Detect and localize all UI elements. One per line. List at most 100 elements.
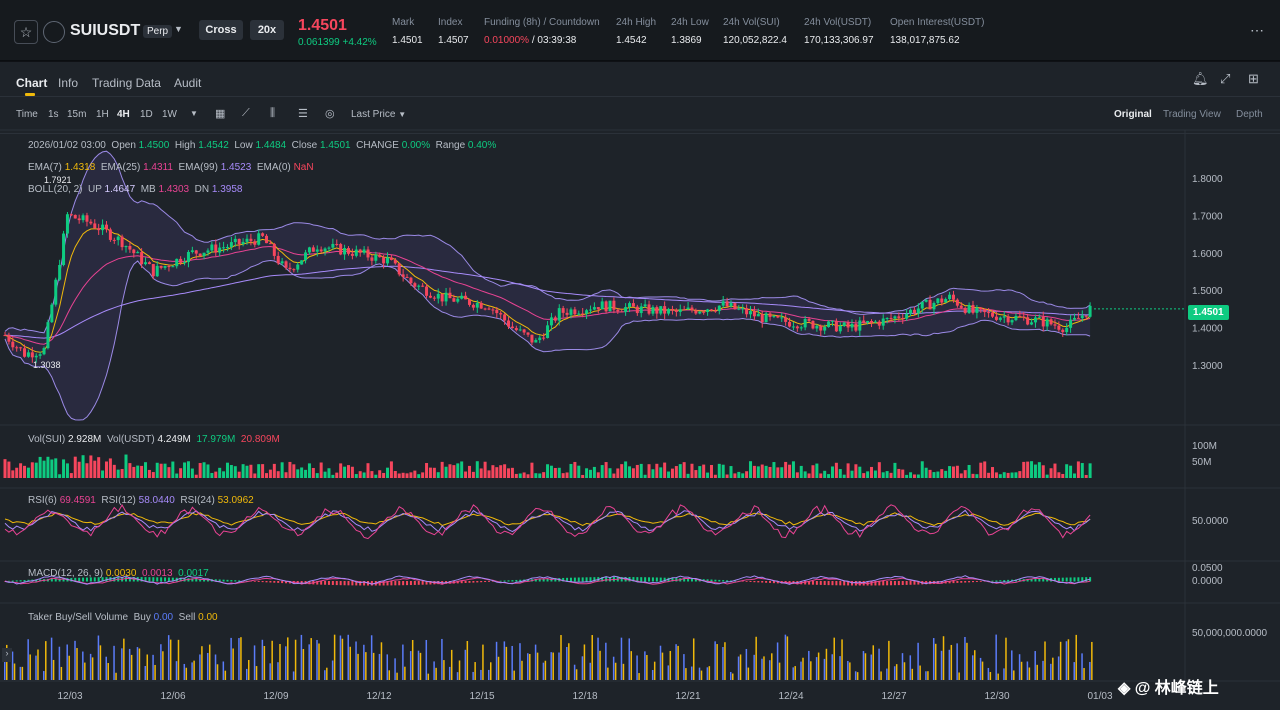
- taker-sell-bar: [755, 636, 757, 680]
- stat-open-interest: Open Interest(USDT) 138,017,875.62: [890, 17, 985, 46]
- tab-audit[interactable]: Audit: [174, 76, 202, 90]
- volume-bar: [979, 462, 983, 478]
- timeframe-1s[interactable]: 1s: [48, 109, 59, 120]
- tab-chart[interactable]: Chart: [16, 76, 48, 90]
- macd-axis-label: 0.0000: [1192, 576, 1223, 587]
- candle-body: [873, 321, 877, 323]
- candle-body: [366, 249, 370, 258]
- taker-sell-bar: [974, 650, 976, 680]
- view-depth[interactable]: Depth: [1236, 109, 1263, 120]
- settings-list-icon[interactable]: ☰: [298, 108, 308, 120]
- candle-body: [257, 233, 261, 245]
- taker-sell-bar: [279, 644, 281, 680]
- volume-bar: [417, 474, 421, 478]
- grid-layout-icon[interactable]: ⊞: [1248, 71, 1259, 86]
- view-trading-view[interactable]: Trading View: [1163, 109, 1221, 120]
- timeframe-1w[interactable]: 1W: [162, 109, 177, 120]
- leverage-button[interactable]: 20x: [250, 20, 284, 40]
- volume-bar: [737, 471, 741, 478]
- taker-sell-bar: [21, 666, 24, 680]
- macd-histogram-bar: [417, 581, 420, 585]
- candle-type-icon[interactable]: ⫼: [270, 107, 276, 119]
- candle-body: [354, 249, 358, 256]
- candle-body: [565, 312, 569, 315]
- candle-body: [749, 311, 753, 315]
- taker-buy-bar: [956, 643, 958, 680]
- timeframe-dropdown-icon[interactable]: ▼: [190, 109, 198, 118]
- macd-histogram-bar: [538, 578, 541, 582]
- volume-bar: [870, 466, 874, 478]
- macd-histogram-bar: [515, 579, 518, 582]
- fullscreen-icon[interactable]: ⤢: [1220, 71, 1231, 86]
- volume-bar: [479, 468, 483, 478]
- volume-bar: [526, 474, 530, 478]
- volume-bar: [901, 469, 905, 478]
- ema25-line: [4, 245, 1091, 345]
- chevron-down-icon[interactable]: ▼: [174, 24, 183, 34]
- coin-logo-icon: [43, 21, 65, 43]
- taker-sell-bar: [599, 650, 601, 680]
- indicator-icon[interactable]: ⟋: [242, 107, 250, 119]
- volume-bar: [65, 463, 69, 478]
- timeframe-15m[interactable]: 15m: [67, 109, 87, 120]
- volume-bar: [147, 469, 151, 478]
- macd-histogram-bar: [940, 581, 943, 584]
- taker-legend: Taker Buy/Sell Volume Buy 0.00 Sell 0.00: [28, 612, 218, 623]
- timeframe-4h[interactable]: 4H: [117, 109, 130, 120]
- volume-bar: [350, 466, 354, 478]
- taker-sell-bar: [396, 672, 398, 680]
- timeframe-time[interactable]: Time: [16, 109, 38, 120]
- bell-icon[interactable]: 🔔︎: [1192, 71, 1209, 86]
- tab-info[interactable]: Info: [58, 76, 79, 90]
- price-type-select[interactable]: Last Price ▼: [351, 109, 407, 120]
- macd-histogram-bar: [542, 578, 545, 582]
- timeframe-1h[interactable]: 1H: [96, 109, 109, 120]
- candle-body: [1014, 316, 1018, 321]
- view-original[interactable]: Original: [1114, 109, 1152, 120]
- price-axis-label: 1.6000: [1192, 249, 1223, 260]
- macd-histogram-bar: [866, 581, 869, 586]
- candle-body: [155, 265, 159, 277]
- rsi-axis-label: 50.0000: [1192, 516, 1229, 527]
- taker-buy-bar: [19, 666, 22, 680]
- candle-body: [374, 254, 378, 261]
- symbol-name[interactable]: SUIUSDT: [70, 22, 141, 39]
- macd-histogram-bar: [226, 579, 229, 582]
- target-icon[interactable]: ◎: [325, 108, 335, 120]
- candle-body: [1030, 322, 1034, 325]
- volume-bar: [1053, 463, 1057, 478]
- macd-histogram-bar: [917, 581, 920, 585]
- chevron-right-icon[interactable]: ›: [2, 648, 12, 662]
- taker-buy-bar: [659, 645, 662, 680]
- more-icon[interactable]: ⋯: [1250, 22, 1264, 38]
- macd-histogram-bar: [659, 577, 662, 582]
- taker-sell-bar: [76, 648, 78, 680]
- candle-body: [944, 299, 948, 303]
- stat-24h-vol-usdt: 24h Vol(USDT) 170,133,306.97: [804, 17, 874, 46]
- volume-bar: [1088, 463, 1092, 478]
- candle-body: [413, 283, 417, 287]
- volume-bar: [85, 463, 89, 478]
- macd-histogram-bar: [503, 580, 506, 582]
- taker-sell-bar: [591, 635, 593, 680]
- macd-histogram-bar: [601, 577, 604, 582]
- taker-sell-bar: [466, 640, 469, 680]
- current-price-tag: 1.4501: [1188, 305, 1229, 320]
- candle-body: [1041, 316, 1045, 327]
- taker-sell-bar: [529, 653, 531, 680]
- taker-sell-bar: [614, 662, 617, 680]
- tab-trading-data[interactable]: Trading Data: [92, 76, 161, 90]
- calendar-icon[interactable]: ▦: [215, 108, 226, 120]
- candle-body: [573, 309, 577, 315]
- volume-bar: [50, 459, 54, 478]
- candle-body: [815, 325, 819, 329]
- timeframe-1d[interactable]: 1D: [140, 109, 153, 120]
- margin-mode-button[interactable]: Cross: [199, 20, 243, 40]
- star-icon[interactable]: ☆: [14, 20, 38, 44]
- volume-bar: [854, 464, 858, 478]
- candle-body: [889, 317, 893, 319]
- taker-buy-bar: [917, 642, 919, 680]
- candle-body: [830, 320, 834, 322]
- taker-buy-bar: [370, 635, 373, 680]
